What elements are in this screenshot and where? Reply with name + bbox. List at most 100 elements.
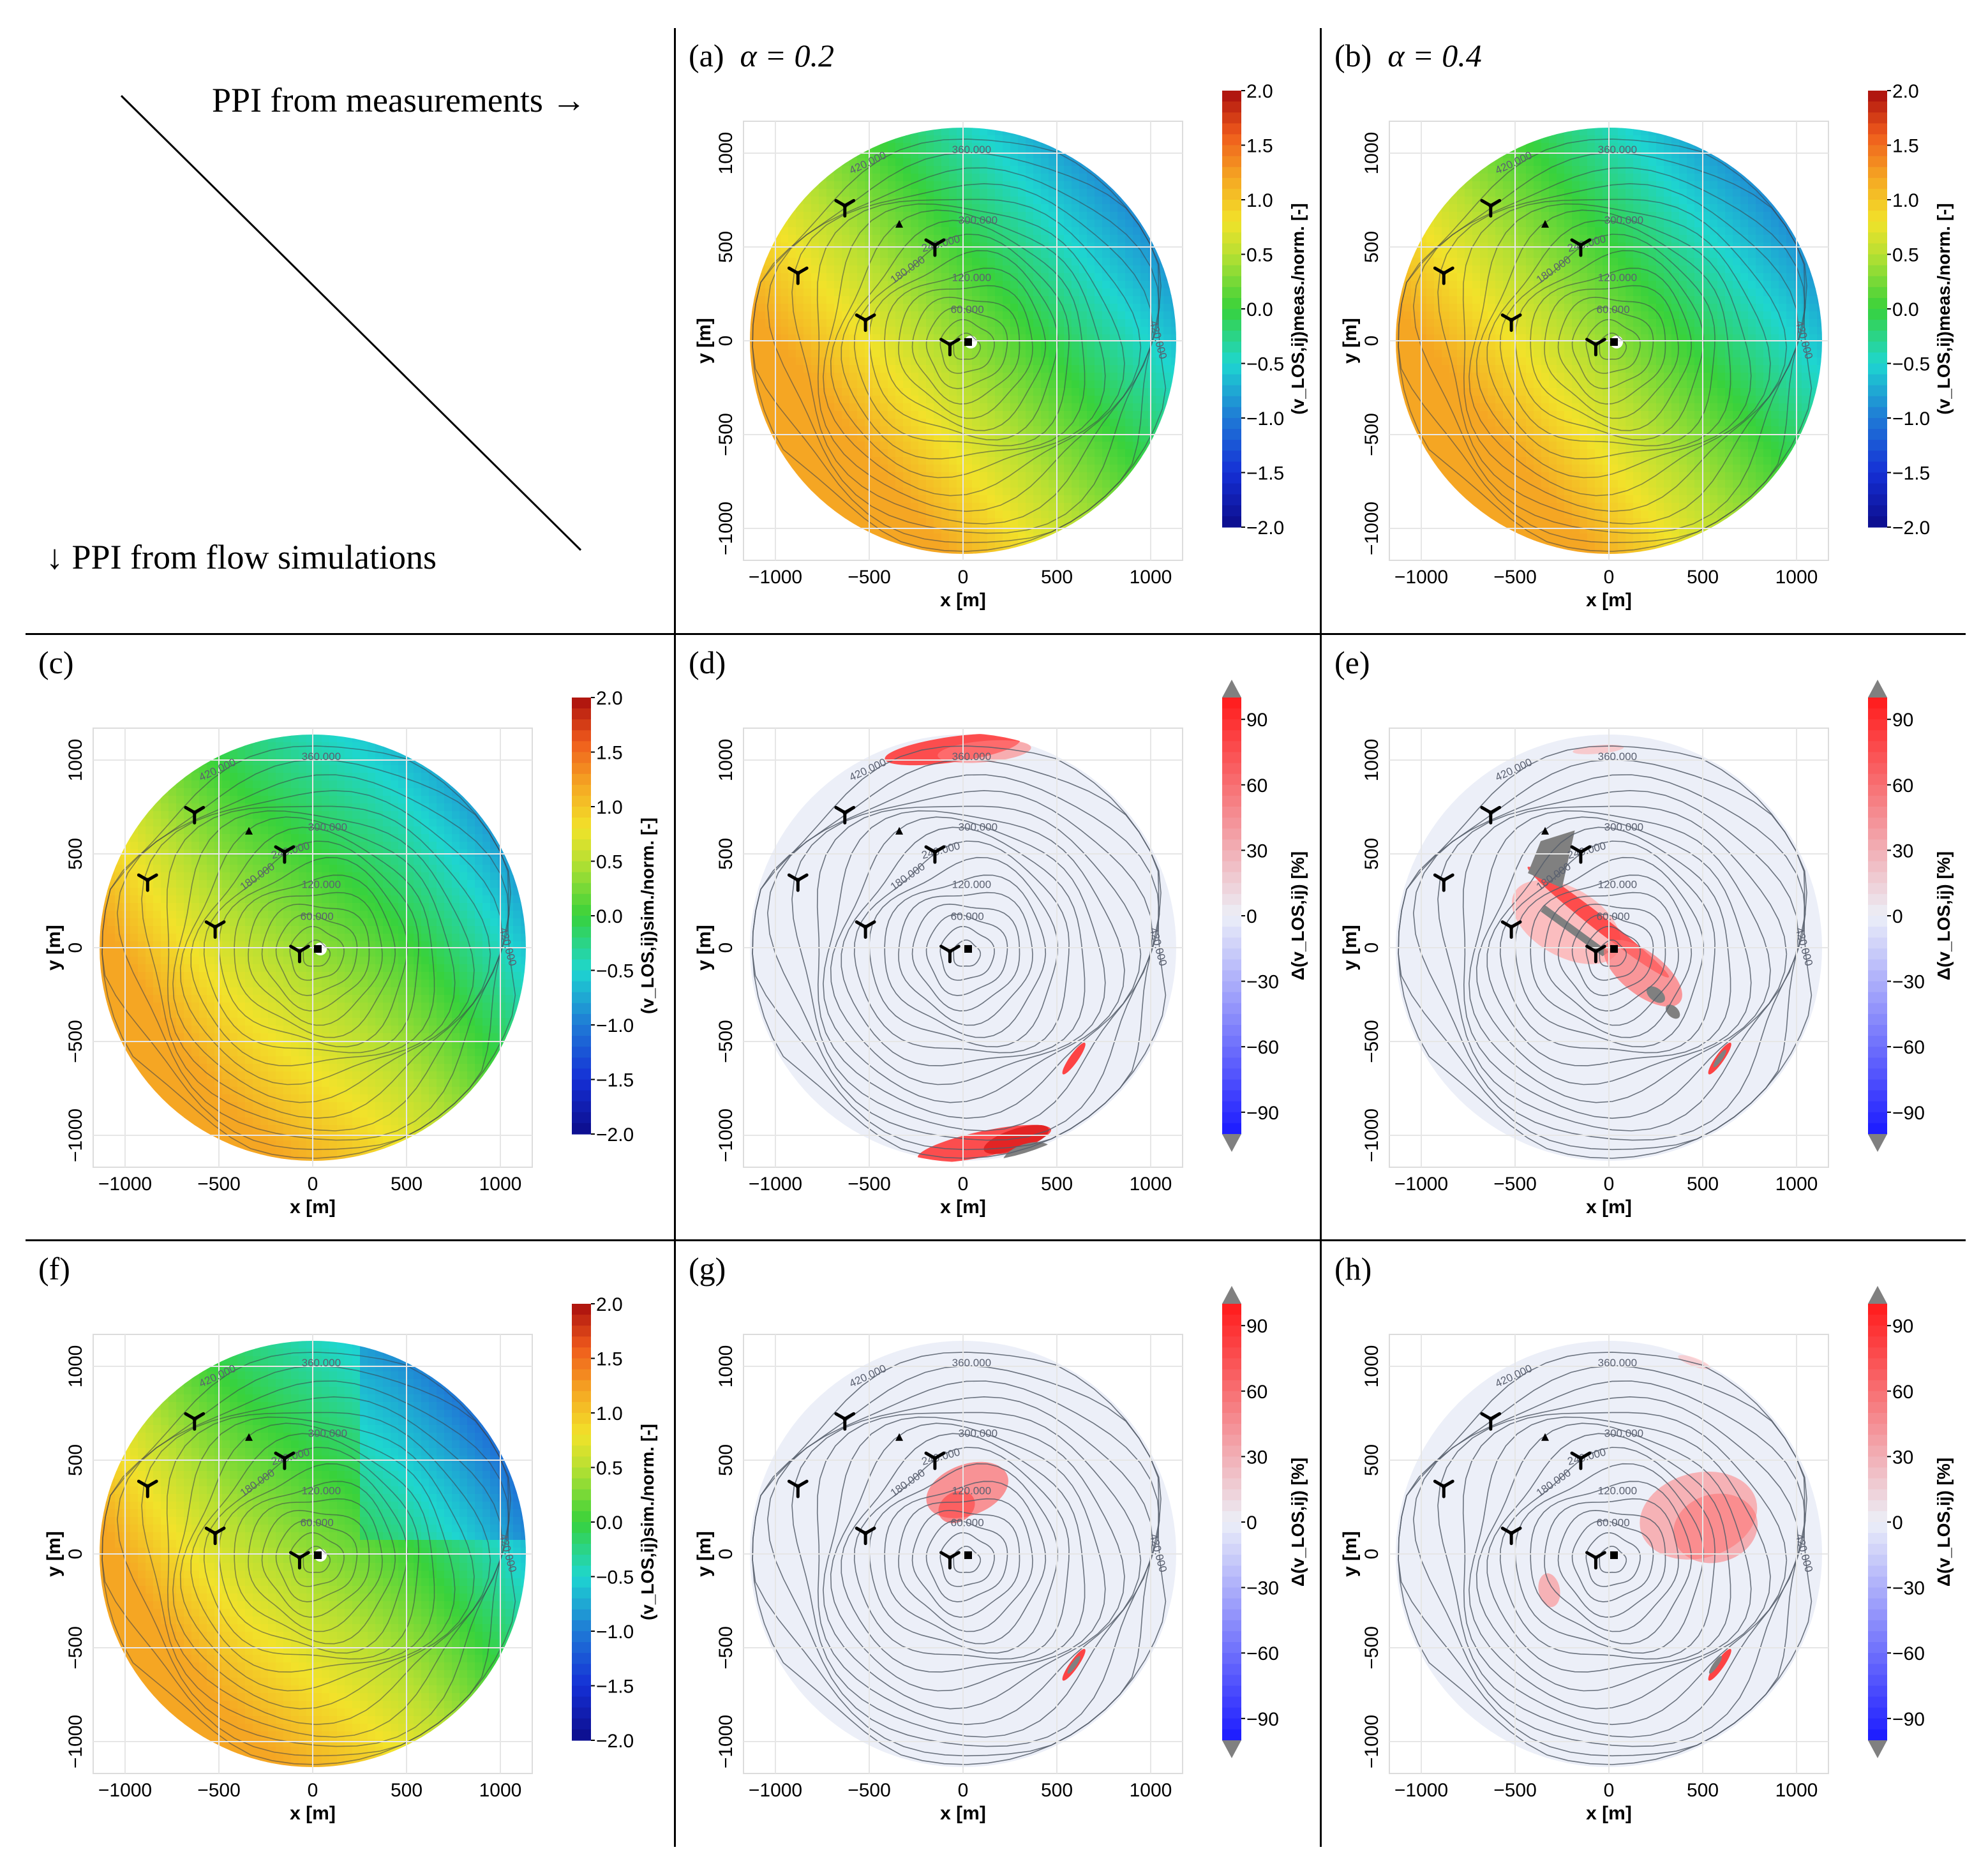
field-cell [1694,288,1703,297]
field-cell [980,181,988,190]
field-cell [1564,151,1573,159]
field-cell [1664,204,1672,213]
field-cell [1748,151,1756,159]
field-cell [926,465,934,473]
field-cell [1549,143,1557,151]
field-cell [995,304,1003,312]
field-cell [781,549,789,554]
field-cell [849,511,858,519]
field-cell [1794,181,1802,190]
field-cell [1102,128,1110,136]
field-cell [1549,189,1557,197]
field-cell [758,158,766,167]
field-cell [1526,166,1534,174]
field-cell [1110,534,1118,542]
field-cell [941,158,950,167]
field-cell [826,426,835,435]
field-cell [1763,281,1772,289]
field-cell [1140,143,1149,151]
field-cell [849,388,858,396]
field-cell [872,128,881,136]
field-cell [1480,189,1488,197]
field-cell [1733,350,1741,358]
field-cell [1503,357,1511,366]
field-cell [1694,220,1703,228]
field-cell [1056,503,1065,511]
field-cell [903,357,911,366]
field-cell [1763,181,1772,190]
field-cell [903,273,911,281]
field-cell [1140,419,1149,427]
field-cell [819,396,827,404]
field-cell [987,197,996,205]
field-cell [1488,357,1496,366]
field-cell [1087,128,1095,136]
field-cell [1003,449,1011,458]
field-cell [1396,281,1404,289]
field-cell [1110,327,1118,335]
field-cell [1557,350,1565,358]
field-cell [1756,265,1764,274]
field-cell [1041,357,1049,366]
field-cell [857,411,865,419]
field-cell [1541,158,1550,167]
field-cell [788,174,796,182]
field-cell [1740,311,1749,320]
field-cell [1756,212,1764,220]
field-cell [1117,220,1126,228]
field-cell [1442,212,1450,220]
field-cell [941,197,950,205]
field-cell [1564,166,1573,174]
field-cell [1110,166,1118,174]
field-cell [903,403,911,412]
field-cell [1564,181,1573,190]
field-cell [765,143,774,151]
field-cell [1079,273,1087,281]
field-cell [1033,212,1042,220]
field-cell [1480,319,1488,327]
colorbar-segment [1222,91,1241,102]
field-cell [803,534,812,542]
field-cell [1794,166,1802,174]
field-cell [1003,189,1011,197]
field-cell [842,549,850,554]
field-cell [1472,166,1481,174]
field-cell [1587,189,1596,197]
field-cell [1702,319,1710,327]
field-cell [1694,189,1703,197]
field-cell [1033,174,1042,182]
field-cell [888,273,896,281]
field-cell [1049,511,1057,519]
field-cell [1056,350,1065,358]
field-cell [1148,457,1156,465]
field-cell [1549,151,1557,159]
field-cell [1125,135,1133,144]
field-cell [1740,135,1749,144]
field-cell [1557,235,1565,243]
field-cell [1049,549,1057,554]
field-cell [1771,128,1779,136]
field-cell [819,135,827,144]
field-cell [834,288,842,297]
field-cell [1133,227,1141,235]
field-cell [826,204,835,213]
field-cell [1419,135,1427,144]
field-cell [1786,311,1795,320]
field-cell [842,235,850,243]
field-cell [849,495,858,504]
field-cell [796,442,804,450]
field-cell [880,181,888,190]
field-cell [750,281,758,289]
field-cell [1557,135,1565,144]
field-cell [1534,357,1542,366]
field-cell [1526,220,1534,228]
field-cell [1095,434,1103,442]
field-cell [1049,495,1057,504]
field-cell [819,197,827,205]
contour-line [823,203,1125,496]
field-cell [972,227,980,235]
field-cell [1633,265,1641,274]
field-cell [1733,151,1741,159]
field-cell [1163,488,1172,496]
field-cell [918,128,927,136]
